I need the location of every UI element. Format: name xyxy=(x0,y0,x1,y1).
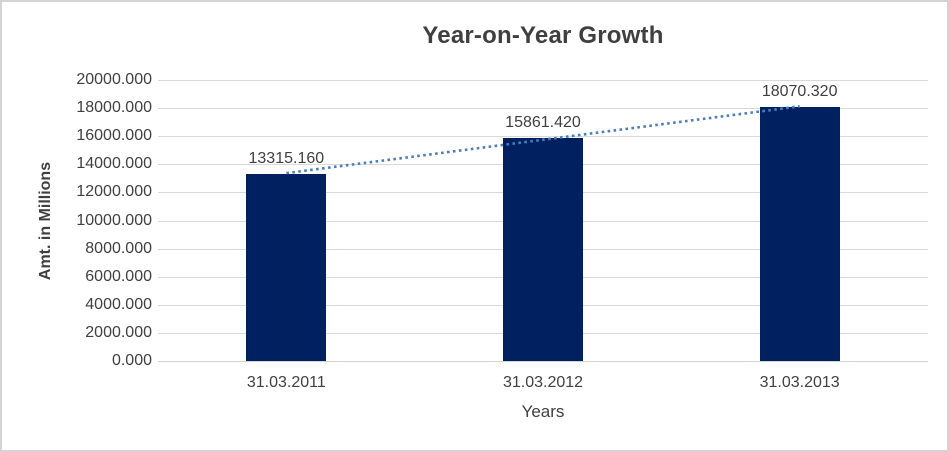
y-tick-label: 10000.000 xyxy=(76,211,152,229)
bar xyxy=(246,173,327,361)
y-tick-label: 6000.000 xyxy=(85,267,152,285)
y-tick-label: 4000.000 xyxy=(85,295,152,313)
bar-data-label: 18070.320 xyxy=(761,83,838,101)
y-tick-label: 0.000 xyxy=(111,352,152,369)
bar-data-label: 15861.420 xyxy=(505,114,581,132)
y-tick-label: 14000.000 xyxy=(76,155,152,173)
y-tick-label: 2000.000 xyxy=(85,323,152,341)
x-tick-label: 31.03.2012 xyxy=(502,374,584,391)
x-axis-title: Years xyxy=(521,402,565,421)
x-axis-line xyxy=(158,361,928,362)
y-tick-label: 16000.000 xyxy=(76,127,152,145)
x-tick-label: 31.03.2011 xyxy=(246,374,326,391)
x-tick-label: 31.03.2013 xyxy=(759,374,840,391)
bar xyxy=(759,107,840,361)
y-tick-label: 20000.000 xyxy=(76,71,152,88)
bar-data-label: 13315.160 xyxy=(248,149,325,167)
y-gridline xyxy=(158,80,928,81)
y-tick-label: 12000.000 xyxy=(76,183,152,201)
y-tick-label: 8000.000 xyxy=(85,239,152,257)
y-tick-label: 18000.000 xyxy=(76,99,152,117)
bar xyxy=(503,138,583,361)
chart-title: Year-on-Year Growth xyxy=(422,22,664,49)
